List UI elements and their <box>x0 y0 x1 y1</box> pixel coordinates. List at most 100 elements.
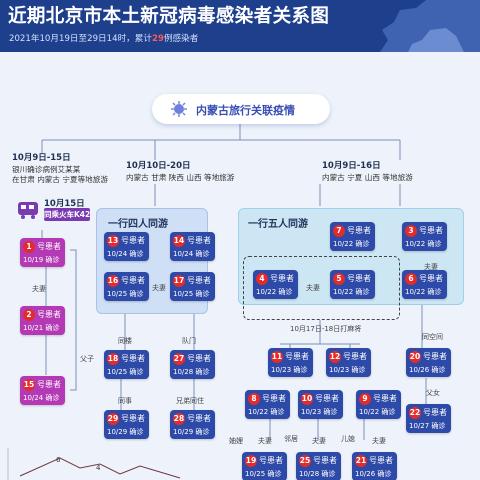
patient-card-29: 29 号患者 10/29 确诊 <box>104 410 149 439</box>
patient-card-19: 19 号患者 10/25 确诊 <box>242 452 287 480</box>
patient-number: 29 <box>107 413 119 425</box>
group-four-title: 一行四人同游 <box>108 219 168 230</box>
patient-label: 号患者 <box>270 274 294 283</box>
patient-date: 10/19 确诊 <box>23 256 60 264</box>
patient-date: 10/22 确诊 <box>248 408 285 416</box>
rel-father-son: 父子 <box>80 355 94 363</box>
patient-number: 20 <box>409 351 421 363</box>
patient-label: 号患者 <box>423 352 447 361</box>
patient-number: 19 <box>245 455 257 467</box>
group-3-note: 内蒙古 宁夏 山西 等地旅游 <box>322 173 413 182</box>
patient-card-10: 10 号患者 10/23 确诊 <box>298 390 343 419</box>
rel-step-son: 儿媳 <box>341 435 355 443</box>
patient-number: 5 <box>333 273 345 285</box>
train-date: 10月15日 <box>44 199 85 209</box>
patient-card-25: 25 号患者 10/28 确诊 <box>296 452 341 480</box>
patient-label: 号患者 <box>121 276 145 285</box>
patient-label: 号患者 <box>423 408 447 417</box>
patient-label: 号患者 <box>37 380 61 389</box>
virus-icon <box>171 101 187 117</box>
patient-card-17: 17 号患者 10/25 确诊 <box>170 272 215 301</box>
patient-card-5: 5 号患者 10/22 确诊 <box>330 270 375 299</box>
group-five-title: 一行五人同游 <box>248 219 308 230</box>
rel-spouse-5: 夫妻 <box>258 437 272 445</box>
patient-card-18: 18 号患者 10/25 确诊 <box>104 350 149 379</box>
patient-number: 7 <box>333 225 345 237</box>
patient-card-2: 2 号患者 10/21 确诊 <box>20 306 65 335</box>
rel-neighbor: 邻居 <box>284 435 298 443</box>
rel-brothers: 兄弟同住 <box>176 397 204 405</box>
patient-date: 10/28 确诊 <box>173 368 210 376</box>
rel-spouse-6: 夫妻 <box>312 437 326 445</box>
train-label: 同乘火车K42 <box>44 208 91 221</box>
patient-card-14: 14 号患者 10/24 确诊 <box>170 232 215 261</box>
patient-number: 1 <box>23 241 35 253</box>
header: 近期北京市本土新冠病毒感染者关系图 2021年10月19日至29日14时，累计2… <box>0 0 480 52</box>
patient-card-11: 11 号患者 10/23 确诊 <box>268 348 313 377</box>
patient-card-7: 7 号患者 10/22 确诊 <box>330 222 375 251</box>
patient-date: 10/24 确诊 <box>173 250 210 258</box>
patient-number: 10 <box>301 393 313 405</box>
case-count: 29 <box>151 34 164 44</box>
patient-label: 号患者 <box>419 274 443 283</box>
rel-spouse-2: 夫妻 <box>152 284 166 292</box>
group-3-date: 10月9日-16日 <box>322 161 381 171</box>
patient-label: 号患者 <box>121 354 145 363</box>
patient-number: 28 <box>173 413 185 425</box>
patient-date: 10/29 确诊 <box>107 428 144 436</box>
patient-card-3: 3 号患者 10/22 确诊 <box>402 222 447 251</box>
patient-label: 号患者 <box>369 456 393 465</box>
patient-date: 10/26 确诊 <box>409 366 446 374</box>
page-title: 近期北京市本土新冠病毒感染者关系图 <box>8 6 330 27</box>
patient-label: 号患者 <box>347 274 371 283</box>
patient-date: 10/28 确诊 <box>299 470 336 478</box>
mini-label-2: 4 <box>96 464 101 472</box>
patient-label: 号患者 <box>259 456 283 465</box>
patient-date: 10/25 确诊 <box>245 470 282 478</box>
patient-card-27: 27 号患者 10/28 确诊 <box>170 350 215 379</box>
rel-spouse-3: 夫妻 <box>306 284 320 292</box>
patient-label: 号患者 <box>187 236 211 245</box>
patient-card-12: 12 号患者 10/23 确诊 <box>326 348 371 377</box>
patient-card-4: 4 号患者 10/22 确诊 <box>253 270 298 299</box>
patient-number: 11 <box>271 351 283 363</box>
patient-number: 12 <box>329 351 341 363</box>
patient-label: 号患者 <box>343 352 367 361</box>
patient-label: 号患者 <box>187 414 211 423</box>
patient-number: 27 <box>173 353 185 365</box>
patient-label: 号患者 <box>315 394 339 403</box>
patient-card-16: 16 号患者 10/25 确诊 <box>104 272 149 301</box>
patient-date: 10/24 确诊 <box>23 394 60 402</box>
patient-date: 10/22 确诊 <box>359 408 396 416</box>
beijing-map-shape <box>380 0 480 52</box>
patient-label: 号患者 <box>262 394 286 403</box>
patient-label: 号患者 <box>121 414 145 423</box>
patient-card-15: 15 号患者 10/24 确诊 <box>20 376 65 405</box>
patient-number: 22 <box>409 407 421 419</box>
patient-label: 号患者 <box>187 354 211 363</box>
page-subtitle: 2021年10月19日至29日14时，累计29例感染者 <box>9 34 199 44</box>
patient-label: 号患者 <box>313 456 337 465</box>
patient-date: 10/23 确诊 <box>301 408 338 416</box>
rel-same-space: 同空间 <box>422 333 443 341</box>
patient-card-22: 22 号患者 10/27 确诊 <box>406 404 451 433</box>
patient-date: 10/26 确诊 <box>355 470 392 478</box>
patient-date: 10/22 确诊 <box>405 240 442 248</box>
patient-date: 10/22 确诊 <box>333 288 370 296</box>
patient-number: 25 <box>299 455 311 467</box>
patient-number: 13 <box>107 235 119 247</box>
rel-spouse-1: 夫妻 <box>32 285 46 293</box>
patient-date: 10/25 确诊 <box>107 368 144 376</box>
patient-date: 10/25 确诊 <box>173 290 210 298</box>
patient-card-21: 21 号患者 10/26 确诊 <box>352 452 397 480</box>
group-1-date: 10月9日-15日 <box>12 153 71 163</box>
patient-date: 10/25 确诊 <box>107 290 144 298</box>
trend-chart-fragment: 6 4 <box>7 448 181 480</box>
patient-number: 8 <box>248 393 260 405</box>
patient-label: 号患者 <box>373 394 397 403</box>
patient-date: 10/23 确诊 <box>329 366 366 374</box>
group-2-date: 10月10日-20日 <box>126 161 191 171</box>
rel-spouse-7: 夫妻 <box>372 437 386 445</box>
patient-number: 21 <box>355 455 367 467</box>
group-1-note-2: 在甘肃 内蒙古 宁夏等地旅游 <box>12 175 108 184</box>
